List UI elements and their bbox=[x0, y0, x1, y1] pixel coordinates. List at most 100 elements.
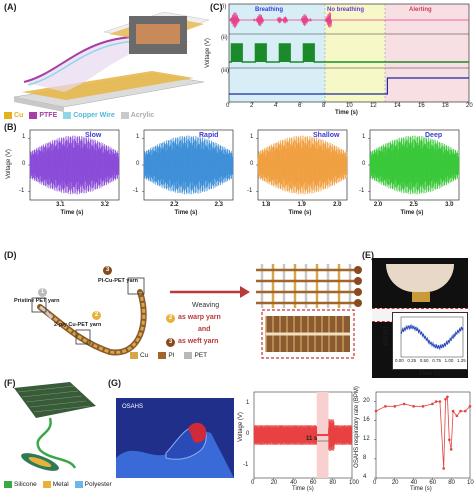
e-xlabel: Time (s) bbox=[419, 371, 441, 377]
d-weft-num: 3 bbox=[166, 338, 175, 347]
panel-d-label: (D) bbox=[4, 250, 17, 260]
e-frame bbox=[400, 316, 464, 358]
g2-ytick-label: 8 bbox=[363, 454, 367, 461]
e-xtick-label: 0.50 bbox=[419, 358, 429, 363]
d-legend-pi: PI bbox=[158, 352, 174, 359]
osahs-airway-illustration: OSAHS bbox=[116, 398, 234, 478]
c-region-bg-no-breathing bbox=[325, 4, 385, 102]
c-region-breathing: Breathing bbox=[255, 7, 284, 13]
g2-point bbox=[446, 395, 449, 399]
panel-c-chart: Breathing No breathing Alerting (i) (ii)… bbox=[204, 2, 473, 118]
g2-point bbox=[438, 400, 442, 403]
g2-ytick-label: 20 bbox=[363, 397, 370, 404]
panel-f-label: (F) bbox=[4, 378, 16, 388]
g2-point bbox=[464, 409, 467, 413]
b-xtick-label: 1.9 bbox=[297, 202, 306, 208]
g2-point bbox=[431, 402, 434, 406]
c-ylabel: Voltage (V) bbox=[204, 38, 211, 68]
b-plot-area bbox=[142, 129, 234, 202]
b-xlabel: Time (s) bbox=[174, 210, 198, 216]
g2-frame bbox=[375, 391, 471, 479]
e-xtick-label: 1.00 bbox=[444, 358, 454, 363]
fiber-fabric-illustration bbox=[14, 382, 96, 471]
weft-marker bbox=[354, 277, 362, 285]
c-xtick-label: 18 bbox=[442, 103, 449, 109]
g2-point bbox=[455, 414, 459, 418]
e-xtick-label: 1.25 bbox=[457, 358, 466, 363]
breathing-monitor-plot bbox=[228, 3, 470, 104]
b-subplot-title: Slow bbox=[85, 132, 102, 139]
g2-ytick-label: 12 bbox=[363, 435, 370, 442]
g2-point bbox=[384, 405, 387, 408]
g2-point bbox=[459, 409, 462, 413]
b-xtick-label: 3.0 bbox=[445, 202, 454, 208]
g1-xtick-label: 0 bbox=[251, 480, 255, 486]
b-ytick-label: 1 bbox=[136, 134, 140, 141]
g2-ytick-label: 16 bbox=[363, 416, 370, 423]
g1-annot: 11 s bbox=[306, 436, 318, 442]
g-voltage-plot: Voltage (V) Time (s) 11 s 0 20 40 60 80 100 1 0… bbox=[237, 384, 360, 494]
c-xtick-label: 4 bbox=[274, 103, 278, 109]
g2-ytick-label: 4 bbox=[363, 474, 367, 480]
f-legend-silicone: Silicone bbox=[4, 481, 37, 488]
legend-a-cu: Cu bbox=[4, 112, 23, 119]
b-ytick-label: 0 bbox=[22, 161, 26, 167]
c-signal-i bbox=[228, 12, 469, 28]
d-ply-label: 2-ply Cu-PET yarn bbox=[54, 322, 102, 328]
g2-point bbox=[451, 409, 455, 413]
b-xlabel: Time (s) bbox=[288, 210, 312, 216]
c-xtick-label: 12 bbox=[370, 103, 377, 109]
weaving-arrow bbox=[170, 286, 250, 298]
c-row-ii: (ii) bbox=[221, 35, 228, 41]
e-xtick-label: 0.25 bbox=[407, 358, 417, 363]
b-ytick-label: 0 bbox=[362, 161, 366, 167]
b-xlabel: Time (s) bbox=[400, 210, 424, 216]
b-ytick-label: 1 bbox=[250, 134, 254, 141]
g2-xtick-label: 40 bbox=[410, 480, 418, 486]
b-ytick-label: -1 bbox=[19, 187, 25, 194]
d-pi-label: PI-Cu-PET yarn bbox=[98, 278, 139, 284]
g2-xtick-label: 20 bbox=[391, 480, 399, 486]
g1-signal bbox=[253, 418, 353, 452]
b-subplot-title: Deep bbox=[425, 132, 443, 139]
g1-xtick-label: 80 bbox=[329, 480, 337, 486]
b-ylabel: Voltage (V) bbox=[5, 149, 12, 179]
b-ytick-label: 1 bbox=[22, 134, 26, 141]
woven-fabric-illustration bbox=[256, 264, 362, 359]
d-num-1: 1 bbox=[38, 288, 47, 297]
b-ytick-label: 0 bbox=[250, 161, 254, 167]
f-legend: Silicone Metal Polyester bbox=[4, 481, 112, 488]
b-xtick-label: 2.5 bbox=[409, 202, 418, 208]
g2-point bbox=[402, 402, 406, 406]
b-subplot-rapid: Rapid 1 0 -1 2.2 2.3 Time (s) bbox=[130, 129, 235, 222]
c-region-bg-alerting bbox=[385, 4, 469, 102]
c-region-no-breathing: No breathing bbox=[327, 7, 364, 13]
b-subplot-slow: Slow 1 0 -1 3.1 3.2 Time (s) Voltage (V) bbox=[6, 129, 121, 222]
b-xtick-label: 3.2 bbox=[100, 202, 109, 208]
c-row-iii: (iii) bbox=[221, 68, 229, 74]
g1-ytick-label: 0 bbox=[246, 431, 250, 437]
b-xtick-label: 2.3 bbox=[214, 202, 223, 208]
b-plot-area bbox=[256, 129, 348, 202]
g2-point bbox=[449, 448, 453, 451]
c-pulse bbox=[255, 44, 267, 62]
d-num-2: 2 bbox=[92, 311, 101, 320]
c-xtick-label: 14 bbox=[394, 103, 401, 109]
d-warp: as warp yarn bbox=[178, 314, 221, 321]
d-legend-pet: PET bbox=[184, 352, 207, 359]
g1-xtick-label: 100 bbox=[349, 480, 360, 486]
g2-xtick-label: 60 bbox=[429, 480, 437, 486]
b-subplot-title: Rapid bbox=[199, 132, 219, 139]
c-xtick-label: 10 bbox=[346, 103, 353, 109]
legend-a-ptfe: PTFE bbox=[29, 112, 57, 119]
g1-ylabel: Voltage (V) bbox=[237, 412, 244, 442]
weft-marker bbox=[354, 288, 362, 296]
b-signal bbox=[257, 135, 348, 195]
d-and: and bbox=[198, 326, 211, 333]
c-xlabel: Time (s) bbox=[335, 110, 358, 116]
b-plot-area bbox=[368, 129, 460, 202]
g2-xlabel: Time (s) bbox=[410, 486, 432, 492]
weft-marker bbox=[354, 299, 362, 307]
c-signal-iii bbox=[229, 77, 469, 95]
weft-marker bbox=[354, 266, 362, 274]
